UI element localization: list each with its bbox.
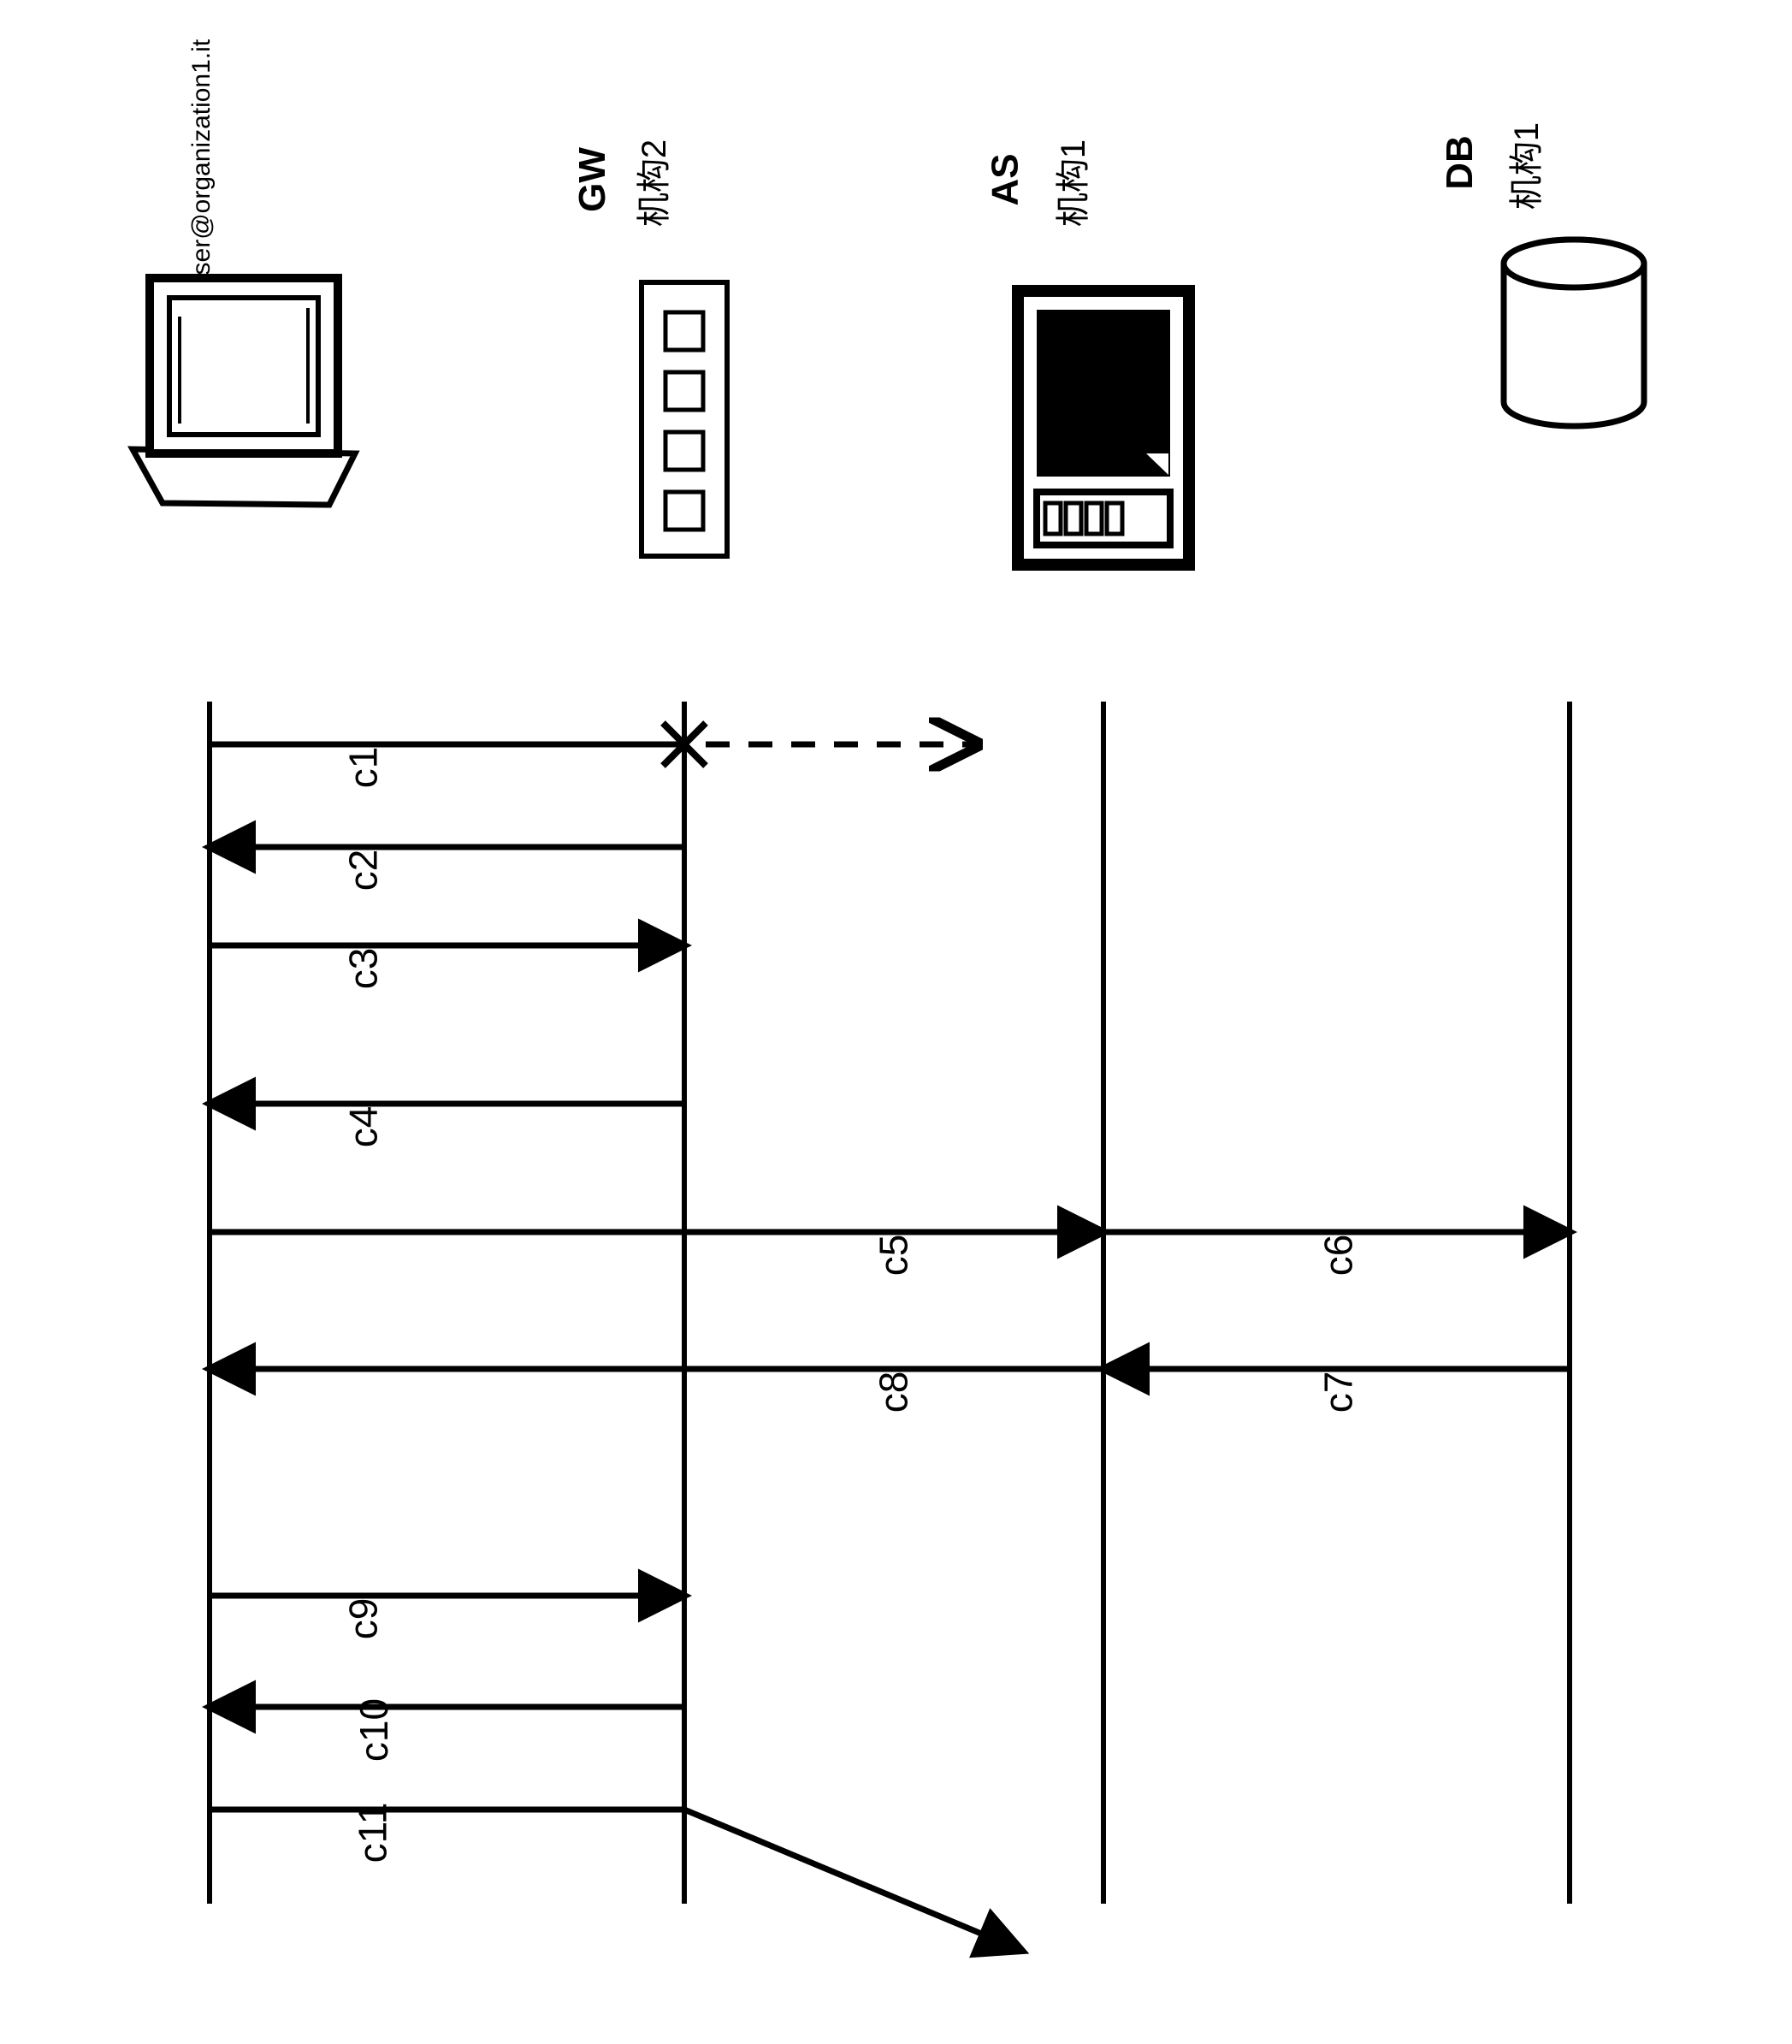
cylinder-icon bbox=[1504, 240, 1644, 426]
label-c5: c5 bbox=[870, 1235, 916, 1277]
server-icon bbox=[1018, 291, 1189, 565]
label-c9: c9 bbox=[340, 1598, 386, 1640]
label-c7: c7 bbox=[1315, 1372, 1361, 1413]
label-c8: c8 bbox=[870, 1372, 916, 1413]
label-c1: c1 bbox=[340, 747, 386, 789]
laptop-icon bbox=[133, 278, 355, 505]
diagram-svg: as (label between gw and as) --> bbox=[0, 0, 1792, 2044]
label-c11: c11 bbox=[349, 1803, 395, 1863]
label-c2: c2 bbox=[340, 850, 386, 892]
sequence-diagram: user@organization1.it GW 机构2 AS 机构1 DB 机… bbox=[0, 0, 1792, 2044]
msg-c11-seg2 bbox=[684, 1810, 1022, 1951]
label-c6: c6 bbox=[1315, 1235, 1361, 1277]
label-c4: c4 bbox=[340, 1106, 386, 1148]
label-c3: c3 bbox=[340, 948, 386, 990]
switch-icon bbox=[642, 282, 727, 556]
label-c10: c10 bbox=[351, 1698, 397, 1762]
